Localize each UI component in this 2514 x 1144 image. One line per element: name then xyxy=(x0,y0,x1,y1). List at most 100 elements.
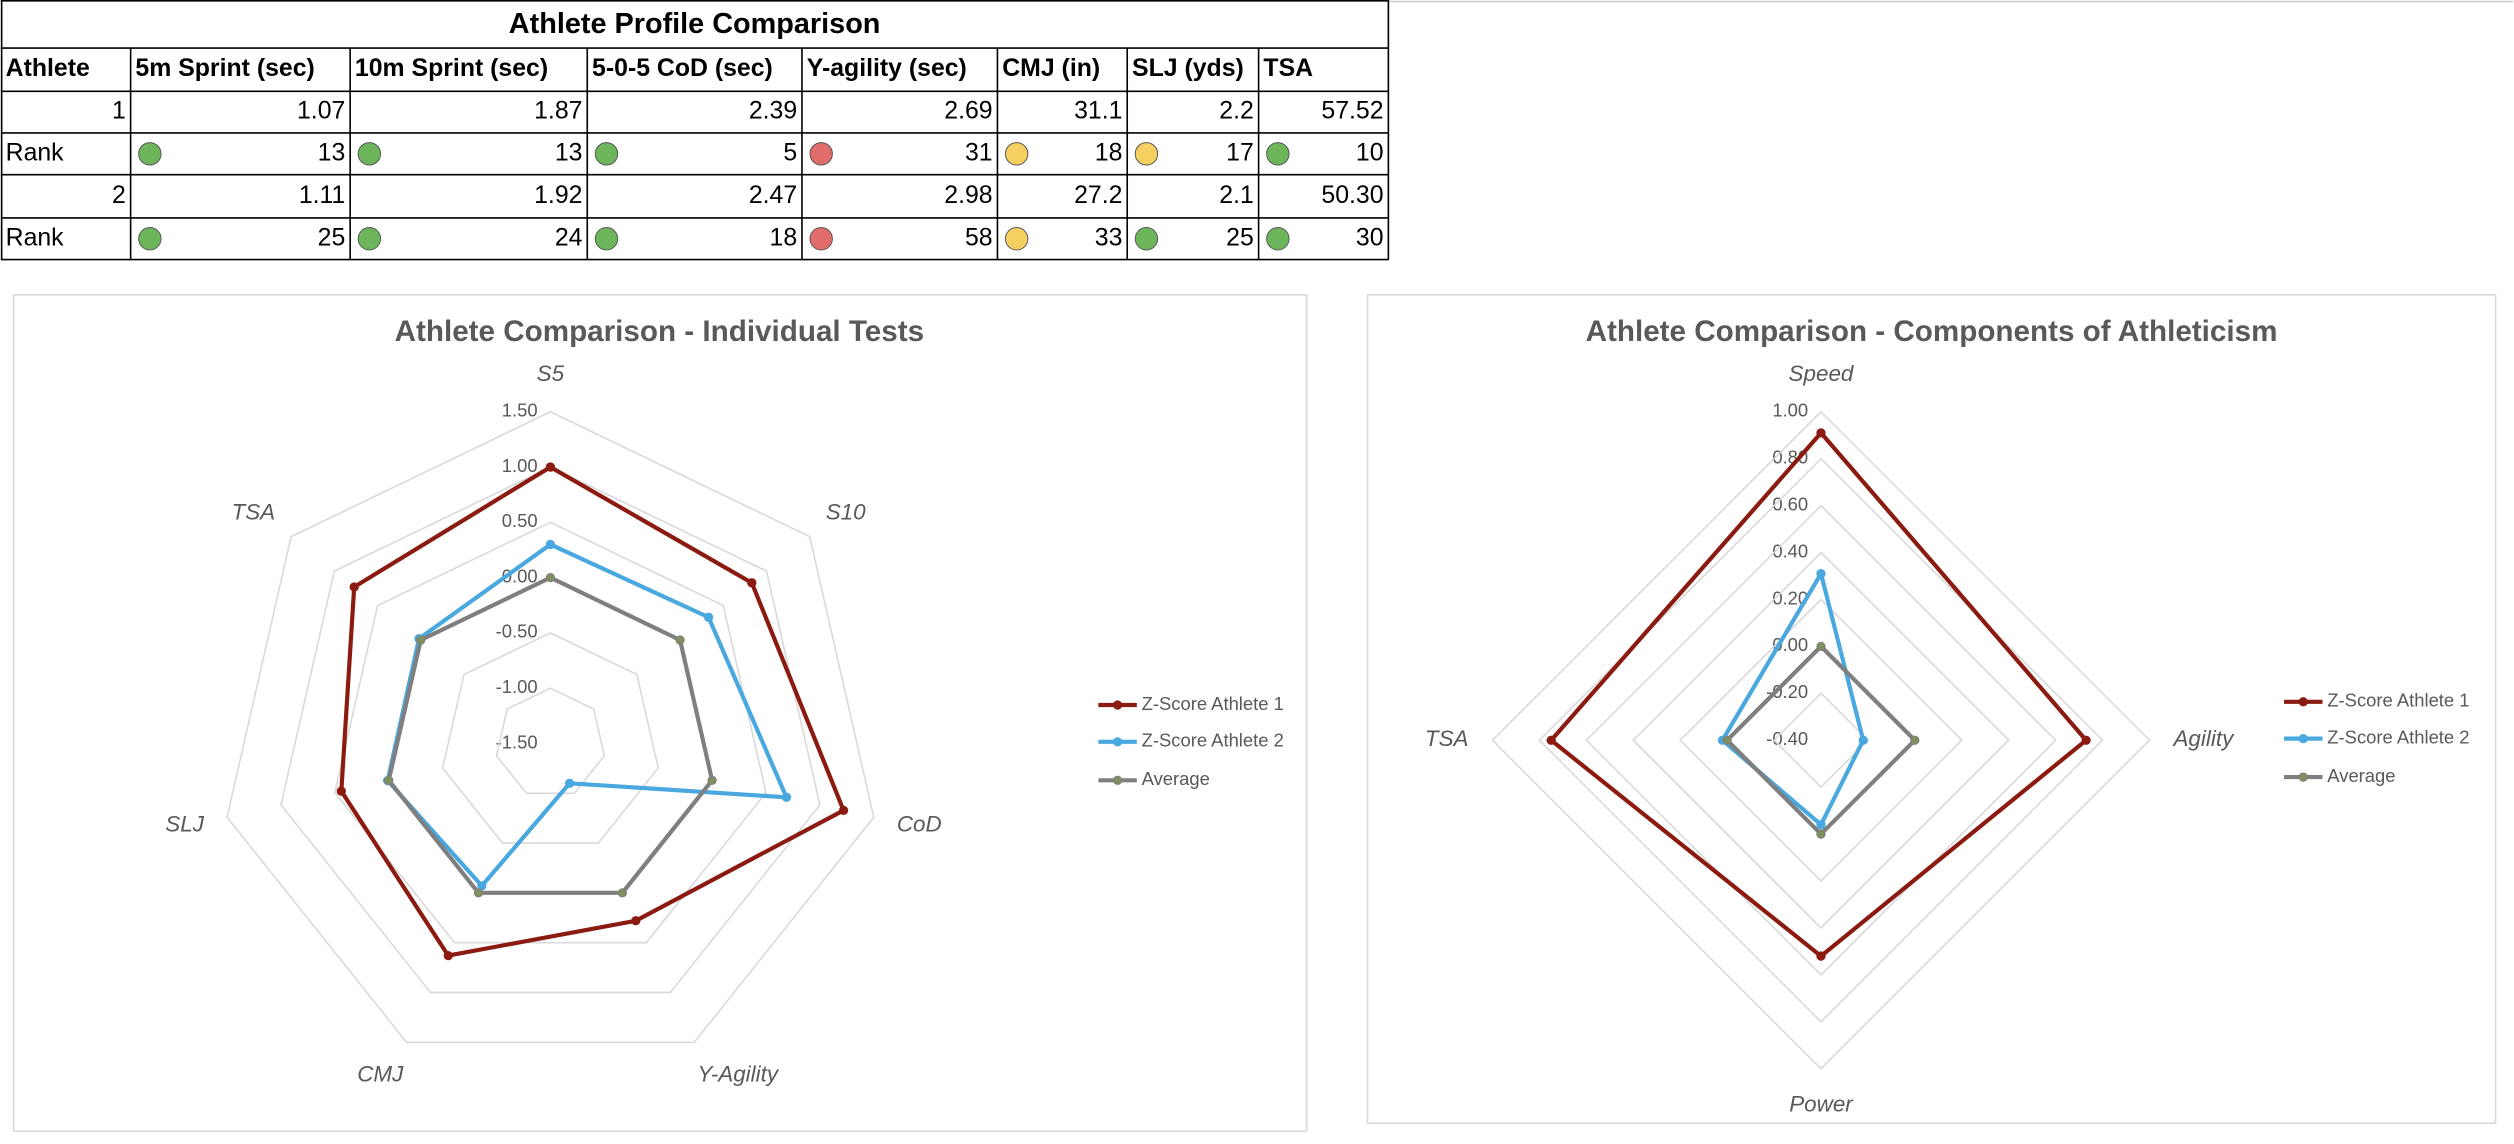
chart-title: Athlete Comparison - Components of Athle… xyxy=(1586,315,2278,348)
table-cell: 31.1 xyxy=(1074,98,1122,125)
table-cell: 1.11 xyxy=(299,182,345,209)
category-label: Speed xyxy=(1789,361,1855,386)
data-point xyxy=(564,778,575,788)
rank-icon xyxy=(138,142,162,166)
y-tick-label: 0.60 xyxy=(1772,493,1808,514)
series-line xyxy=(386,575,715,895)
category-label: Agility xyxy=(2171,726,2235,751)
table-cell: 1.07 xyxy=(297,98,345,125)
y-tick-label: 0.80 xyxy=(1772,447,1808,468)
table-cell: 13 xyxy=(555,139,583,166)
category-label: TSA xyxy=(1425,726,1469,751)
column-header: SLJ (yds) xyxy=(1132,55,1244,82)
y-tick-label: 0.50 xyxy=(502,510,538,531)
column-header: 10m Sprint (sec) xyxy=(355,55,548,82)
data-point xyxy=(838,805,849,816)
legend-marker xyxy=(2298,733,2308,744)
table-cell: 57.52 xyxy=(1321,98,1383,125)
category-label: S5 xyxy=(537,361,565,386)
rank-icon xyxy=(594,142,619,166)
data-point xyxy=(703,612,714,622)
grid-ring xyxy=(280,466,821,994)
legend-label: Average xyxy=(1142,768,1210,789)
grid-ring xyxy=(1632,551,2010,930)
data-point xyxy=(416,635,426,645)
legend-marker xyxy=(1112,737,1123,747)
table-cell: 27.2 xyxy=(1074,182,1122,209)
rank-icon xyxy=(1134,227,1159,251)
table-cell: 2.69 xyxy=(944,98,992,125)
grid-ring xyxy=(1585,504,2057,976)
table-cell: 25 xyxy=(318,224,346,251)
table-cell: Rank xyxy=(6,139,65,166)
data-point xyxy=(1816,569,1826,579)
grid-ring xyxy=(441,631,660,844)
data-point xyxy=(1816,829,1826,839)
category-label: Power xyxy=(1789,1091,1854,1116)
table-cell: 18 xyxy=(1095,139,1123,166)
table-cell: 2.2 xyxy=(1219,98,1254,125)
chart-title: Athlete Comparison - Individual Tests xyxy=(395,315,924,348)
y-tick-label: 1.50 xyxy=(502,400,538,421)
rank-icon xyxy=(594,227,619,251)
grid-ring xyxy=(1679,598,1963,883)
category-label: CoD xyxy=(897,811,942,836)
category-label: Y-Agility xyxy=(697,1061,779,1086)
table-cell: 58 xyxy=(965,224,993,251)
table-cell: 2.39 xyxy=(749,98,797,125)
data-point xyxy=(384,775,394,785)
table-cell: 33 xyxy=(1095,224,1123,251)
data-point xyxy=(617,888,628,898)
table-cell: 1.92 xyxy=(534,182,582,209)
data-point xyxy=(747,578,757,588)
column-header: Athlete xyxy=(6,55,90,82)
legend-marker xyxy=(2298,697,2308,707)
table-cell: 30 xyxy=(1356,224,1384,251)
table-cell: 25 xyxy=(1226,224,1254,251)
data-point xyxy=(473,888,484,898)
y-tick-label: -0.50 xyxy=(496,621,538,642)
y-tick-label: -1.00 xyxy=(496,676,538,697)
data-point xyxy=(781,792,792,802)
data-point xyxy=(707,775,717,785)
legend-label: Z-Score Athlete 2 xyxy=(2327,726,2469,747)
y-tick-label: 0.40 xyxy=(1772,540,1808,561)
data-point xyxy=(349,582,359,592)
column-header: 5-0-5 CoD (sec) xyxy=(592,55,773,82)
data-point xyxy=(1546,735,1556,745)
chart-frame xyxy=(12,294,1308,1132)
table-cell: 1 xyxy=(112,98,126,125)
table-cell: 31 xyxy=(965,139,993,166)
table-cell: 10 xyxy=(1356,139,1384,166)
legend-label: Z-Score Athlete 1 xyxy=(1142,693,1284,714)
category-label: TSA xyxy=(232,500,276,525)
table-title: Athlete Profile Comparison xyxy=(509,8,881,40)
grid-ring xyxy=(1772,692,1870,789)
grid-ring xyxy=(495,687,606,795)
table-cell: 2.98 xyxy=(944,182,992,209)
table-cell: 18 xyxy=(770,224,798,251)
rank-icon xyxy=(1266,142,1290,166)
data-point xyxy=(545,462,556,472)
category-label: CMJ xyxy=(357,1061,404,1086)
category-label: S10 xyxy=(826,500,866,525)
data-point xyxy=(675,635,685,645)
rank-icon xyxy=(809,227,833,251)
table-cell: 50.30 xyxy=(1321,182,1383,209)
rank-icon xyxy=(1004,142,1029,166)
data-point xyxy=(336,786,346,796)
column-header: TSA xyxy=(1263,55,1313,82)
grid-ring xyxy=(226,410,875,1044)
column-header: Y-agility (sec) xyxy=(807,55,967,82)
y-tick-label: -0.40 xyxy=(1766,728,1808,749)
rank-icon xyxy=(809,142,833,166)
y-tick-label: -0.20 xyxy=(1766,681,1808,702)
rank-icon xyxy=(1134,142,1159,166)
table-cell: 1.87 xyxy=(534,98,582,125)
table-cell: 13 xyxy=(318,139,346,166)
data-point xyxy=(1816,428,1826,438)
y-tick-label: -1.50 xyxy=(496,731,538,752)
legend-label: Z-Score Athlete 1 xyxy=(2327,690,2469,711)
